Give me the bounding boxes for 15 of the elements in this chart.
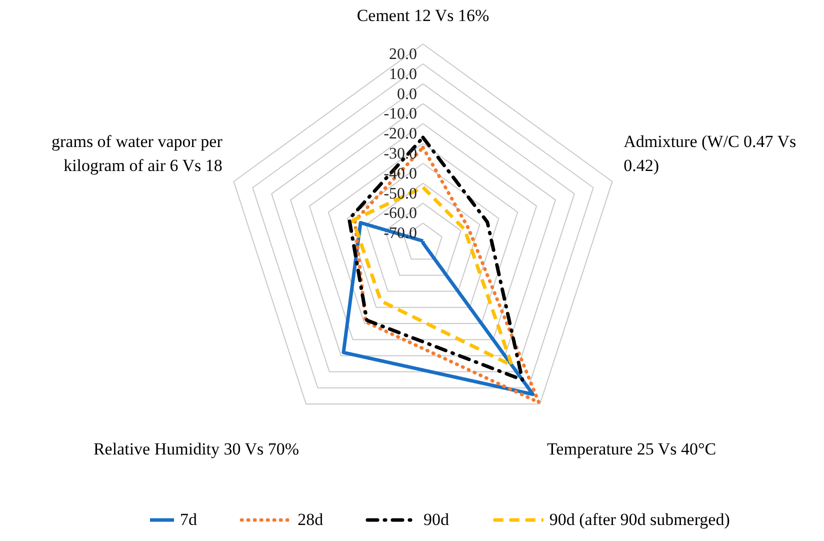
y-tick-label: -60.0: [384, 205, 418, 222]
y-tick-label: 10.0: [389, 66, 418, 83]
y-tick-label: 20.0: [389, 46, 418, 63]
y-tick-label: -10.0: [384, 106, 418, 123]
y-tick-label: -20.0: [384, 126, 418, 143]
y-tick-label: 0.0: [397, 86, 418, 103]
legend-label: 90d (after 90d submerged): [549, 510, 730, 529]
spoke-label: Relative Humidity 30 Vs 70%: [93, 439, 300, 458]
legend-label: 90d: [424, 510, 450, 529]
legend-label: 28d: [298, 510, 324, 529]
spoke-label: Temperature 25 Vs 40°C: [546, 439, 716, 458]
spoke-label: Cement 12 Vs 16%: [356, 6, 490, 26]
legend-label: 7d: [180, 510, 198, 529]
spoke-label: grams of water vapor per kilogram of air 6 Vs 18: [52, 132, 223, 175]
spoke-label: Admixture (W/C 0.47 Vs 0.42): [624, 132, 796, 175]
